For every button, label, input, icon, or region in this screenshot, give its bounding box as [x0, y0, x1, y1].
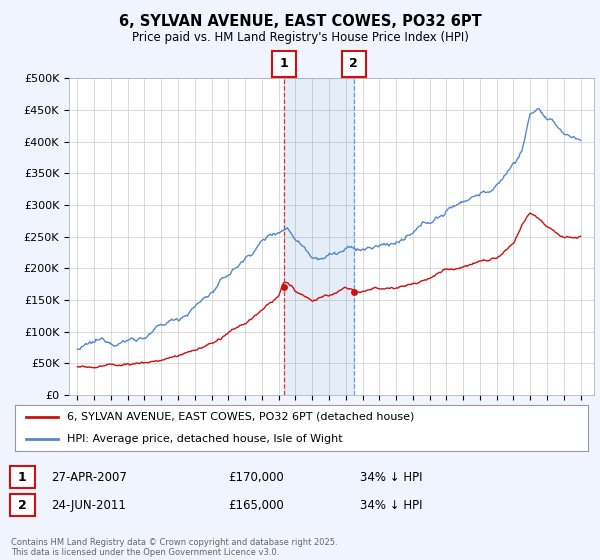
- Text: 2: 2: [349, 57, 358, 71]
- Text: 6, SYLVAN AVENUE, EAST COWES, PO32 6PT (detached house): 6, SYLVAN AVENUE, EAST COWES, PO32 6PT (…: [67, 412, 414, 422]
- Bar: [284, 78, 354, 395]
- Text: £165,000: £165,000: [228, 498, 284, 512]
- Text: Price paid vs. HM Land Registry's House Price Index (HPI): Price paid vs. HM Land Registry's House …: [131, 31, 469, 44]
- Text: 24-JUN-2011: 24-JUN-2011: [51, 498, 126, 512]
- Text: 1: 1: [18, 470, 26, 484]
- Text: 27-APR-2007: 27-APR-2007: [51, 470, 127, 484]
- Text: 34% ↓ HPI: 34% ↓ HPI: [360, 470, 422, 484]
- Text: 6, SYLVAN AVENUE, EAST COWES, PO32 6PT: 6, SYLVAN AVENUE, EAST COWES, PO32 6PT: [119, 14, 481, 29]
- Text: 2: 2: [18, 498, 26, 512]
- Text: 1: 1: [280, 57, 289, 71]
- Text: Contains HM Land Registry data © Crown copyright and database right 2025.
This d: Contains HM Land Registry data © Crown c…: [11, 538, 337, 557]
- Text: HPI: Average price, detached house, Isle of Wight: HPI: Average price, detached house, Isle…: [67, 434, 342, 444]
- Text: £170,000: £170,000: [228, 470, 284, 484]
- Text: 34% ↓ HPI: 34% ↓ HPI: [360, 498, 422, 512]
